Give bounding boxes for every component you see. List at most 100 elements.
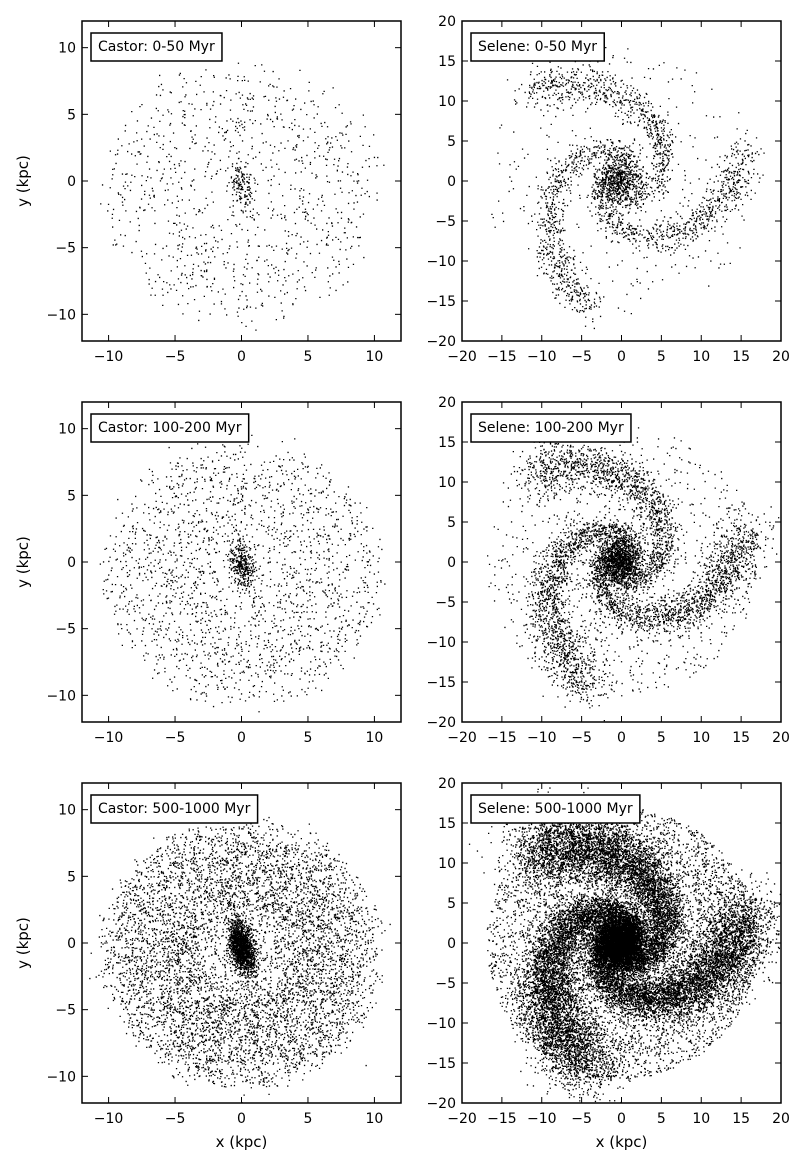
y-tick-label: 0 [67, 174, 76, 190]
panel-2: −20 −15 −10 −5 0 5 10 15 20 −20 −15 −10 −5 0 5 10 15 20 Se… [426, 14, 789, 365]
panel-3: −10 −5 0 5 10 −10 −5 0 5 10 Castor: 100-200 Myr y (… [14, 401, 402, 746]
x-tick-label: −5 [165, 349, 186, 365]
panel-4: −20 −15 −10 −5 0 5 10 15 20 −20 −15 −10 −5 0 5 10 15 20 Se… [426, 395, 789, 746]
x-tick-label: −15 [487, 730, 517, 746]
x-tick-label: 15 [732, 349, 750, 365]
y-tick-label: 5 [447, 134, 456, 150]
legend-box [90, 794, 259, 824]
legend-label: Castor: 500-1000 Myr [98, 801, 251, 817]
y-axis-label: y (kpc) [14, 536, 32, 588]
panel-1: −10 −5 0 5 10 −10 −5 0 5 10 Castor: 0-50 Myr y (kpc… [14, 20, 402, 365]
y-tick-label: 0 [447, 174, 456, 190]
x-axis-label: x (kpc) [216, 1133, 268, 1151]
x-tick-label: −10 [94, 1111, 124, 1127]
y-tick-label: −10 [46, 688, 76, 704]
legend-box [470, 32, 605, 62]
y-tick-label: −20 [426, 715, 456, 731]
y-tick-label: 10 [438, 856, 456, 872]
y-tick-label: −10 [46, 1069, 76, 1085]
x-tick-label: −20 [447, 349, 477, 365]
y-tick-label: −5 [435, 214, 456, 230]
y-axis-label: y (kpc) [14, 917, 32, 969]
x-tick-label: 0 [237, 1111, 246, 1127]
x-tick-label: 5 [303, 1111, 312, 1127]
y-axis-label: y (kpc) [14, 155, 32, 207]
legend-box [470, 413, 632, 443]
legend-box [90, 413, 250, 443]
legend-label: Selene: 500-1000 Myr [478, 801, 633, 817]
x-tick-label: −5 [571, 1111, 592, 1127]
y-tick-label: 10 [438, 94, 456, 110]
x-tick-label: 15 [732, 730, 750, 746]
y-tick-label: 5 [447, 896, 456, 912]
x-tick-label: −5 [571, 730, 592, 746]
x-tick-label: −5 [165, 1111, 186, 1127]
y-tick-label: 15 [438, 435, 456, 451]
x-tick-label: 15 [732, 1111, 750, 1127]
x-tick-label: 0 [617, 349, 626, 365]
legend-label: Castor: 100-200 Myr [98, 420, 242, 436]
y-tick-label: 10 [438, 475, 456, 491]
legend-box [90, 32, 223, 62]
y-tick-label: −20 [426, 334, 456, 350]
panel-6: −20 −15 −10 −5 0 5 10 15 20 −20 −15 −10 −5 0 5 10 15 20 Se… [426, 776, 789, 1151]
legend-label: Castor: 0-50 Myr [98, 39, 215, 55]
x-tick-label: 10 [366, 1111, 384, 1127]
x-tick-label: 10 [692, 1111, 710, 1127]
y-tick-label: 20 [438, 776, 456, 792]
legend-label: Selene: 100-200 Myr [478, 420, 624, 436]
x-tick-label: 10 [366, 730, 384, 746]
legend-box [470, 794, 641, 824]
scatter-points [487, 427, 780, 722]
x-tick-label: 5 [303, 730, 312, 746]
x-tick-label: −5 [571, 349, 592, 365]
x-tick-label: 5 [657, 349, 666, 365]
plot-frame [81, 20, 402, 342]
y-tick-label: −10 [426, 254, 456, 270]
x-tick-label: −20 [447, 730, 477, 746]
x-tick-label: −20 [447, 1111, 477, 1127]
y-tick-label: 5 [67, 107, 76, 123]
x-tick-label: 0 [237, 730, 246, 746]
y-tick-label: −10 [426, 635, 456, 651]
x-tick-label: 10 [692, 349, 710, 365]
x-tick-label: 20 [772, 730, 790, 746]
x-tick-label: −10 [527, 1111, 557, 1127]
y-tick-label: 10 [58, 803, 76, 819]
scatter-points [89, 808, 391, 1103]
y-tick-label: 20 [438, 395, 456, 411]
y-tick-label: 10 [58, 41, 76, 57]
y-tick-label: 0 [447, 936, 456, 952]
y-tick-label: 0 [67, 555, 76, 571]
y-tick-label: −5 [435, 976, 456, 992]
x-axis-label: x (kpc) [596, 1133, 648, 1151]
x-tick-label: −10 [94, 349, 124, 365]
y-tick-label: 5 [67, 869, 76, 885]
panel-5: −10 −5 0 5 10 −10 −5 0 5 10 Castor: 500-1000 Myr y … [14, 782, 402, 1151]
y-tick-label: −15 [426, 675, 456, 691]
x-tick-label: 5 [657, 730, 666, 746]
x-tick-label: 5 [303, 349, 312, 365]
y-tick-label: −15 [426, 294, 456, 310]
x-tick-label: 0 [617, 1111, 626, 1127]
x-tick-label: 10 [692, 730, 710, 746]
y-tick-label: 0 [67, 936, 76, 952]
y-tick-label: −10 [426, 1016, 456, 1032]
x-tick-label: 20 [772, 1111, 790, 1127]
y-tick-label: 0 [447, 555, 456, 571]
x-tick-label: −5 [165, 730, 186, 746]
y-tick-label: −10 [46, 307, 76, 323]
x-tick-label: 10 [366, 349, 384, 365]
x-tick-label: 5 [657, 1111, 666, 1127]
x-tick-label: 0 [617, 730, 626, 746]
y-tick-label: 20 [438, 14, 456, 30]
scatter-points [99, 427, 386, 713]
x-tick-label: −10 [94, 730, 124, 746]
y-tick-label: 15 [438, 54, 456, 70]
legend-label: Selene: 0-50 Myr [478, 39, 597, 55]
x-tick-label: −10 [527, 730, 557, 746]
y-tick-label: −5 [435, 595, 456, 611]
y-tick-label: 5 [447, 515, 456, 531]
y-tick-label: −5 [55, 622, 76, 638]
